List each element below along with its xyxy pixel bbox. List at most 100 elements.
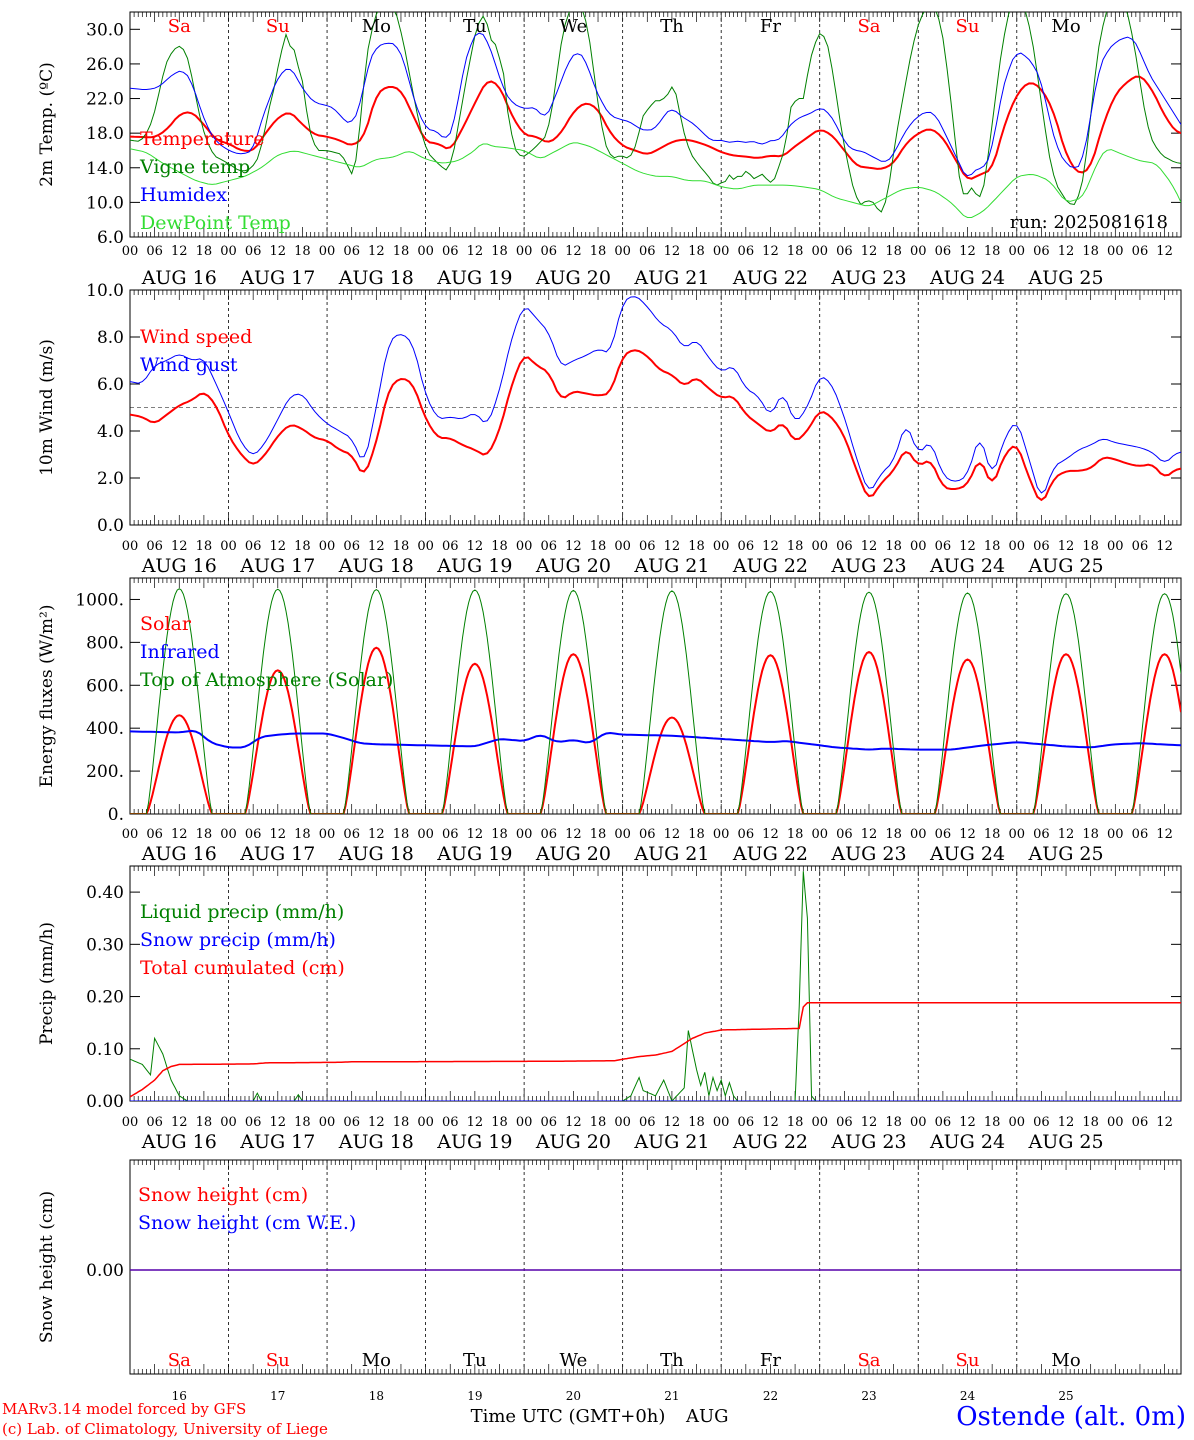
legend-label: Liquid precip (mm/h): [140, 901, 344, 923]
hour-tick-label: 00: [910, 244, 927, 259]
panel-3: 0. 200. 400. 600. 800. 1000. Energy fluxes (W/…: [37, 577, 1182, 865]
hour-tick-label: 00: [122, 244, 139, 259]
hour-tick-label: 06: [738, 244, 755, 259]
hour-tick-label: 06: [442, 244, 459, 259]
date-label: AUG 21: [633, 1131, 709, 1153]
series-line-solar: [130, 646, 1181, 814]
hour-tick-label: 18: [196, 244, 213, 259]
hour-tick-label: 18: [491, 1115, 508, 1130]
panel-2: 0.0 2.0 4.0 6.0 8.0 10.0 10m Wind (m/s) Wind sp…: [37, 281, 1182, 577]
hour-tick-label: 12: [861, 539, 878, 554]
hour-tick-label: 00: [811, 827, 828, 842]
day-name: Mo: [362, 16, 391, 37]
hour-tick-label: 12: [959, 827, 976, 842]
date-label: AUG 23: [830, 267, 906, 289]
y-tick-label: 0.10: [86, 1040, 124, 1060]
hour-tick-label: 12: [467, 244, 484, 259]
hour-tick-label: 00: [516, 244, 533, 259]
hour-tick-label: 18: [294, 1115, 311, 1130]
y-tick-label: 18.0: [86, 124, 124, 144]
day-number: 25: [1058, 1389, 1073, 1403]
hour-tick-label: 18: [294, 827, 311, 842]
date-label: AUG 18: [338, 843, 414, 865]
legend-label: DewPoint Temp: [140, 212, 291, 234]
date-label: AUG 25: [1027, 555, 1103, 577]
hour-tick-label: 00: [319, 244, 336, 259]
hour-tick-label: 00: [1009, 244, 1026, 259]
hour-tick-label: 00: [614, 244, 631, 259]
panel-1: 6.0 10.0 14.0 18.0 22.0 26.0 30.0 2m Temp. (ºC)…: [37, 11, 1182, 289]
hour-tick-label: 00: [1009, 827, 1026, 842]
day-name: Th: [660, 1350, 684, 1371]
hour-tick-label: 00: [811, 539, 828, 554]
hour-tick-label: 12: [664, 244, 681, 259]
series-line-temperature: [130, 75, 1181, 180]
y-tick-label: 0.20: [86, 988, 124, 1008]
y-tick-label: 14.0: [86, 159, 124, 179]
hour-tick-label: 06: [146, 539, 163, 554]
hour-tick-label: 06: [935, 1115, 952, 1130]
day-name: Sa: [168, 1350, 191, 1371]
hour-tick-label: 12: [171, 539, 188, 554]
day-number: 24: [960, 1389, 976, 1403]
legend-label: Snow precip (mm/h): [140, 929, 336, 951]
hour-tick-label: 00: [1009, 1115, 1026, 1130]
hour-tick-label: 12: [565, 539, 582, 554]
day-name: Sa: [168, 16, 191, 37]
date-label: AUG 23: [830, 555, 906, 577]
hour-tick-label: 18: [787, 244, 804, 259]
day-name: Su: [266, 1350, 290, 1371]
day-name: Th: [660, 16, 684, 37]
hour-tick-label: 00: [319, 1115, 336, 1130]
series-line-total-cumulated-cm: [130, 1002, 1181, 1098]
hour-tick-label: 06: [245, 1115, 262, 1130]
legend-label: Snow height (cm): [138, 1184, 308, 1206]
y-axis-title: 10m Wind (m/s): [37, 339, 57, 476]
hour-tick-label: 06: [1132, 1115, 1149, 1130]
hour-tick-label: 06: [1033, 1115, 1050, 1130]
hour-tick-label: 06: [1132, 827, 1149, 842]
date-label: AUG 24: [929, 1131, 1005, 1153]
day-name: Fr: [760, 16, 781, 37]
hour-tick-label: 06: [146, 244, 163, 259]
date-label: AUG 21: [633, 843, 709, 865]
hour-tick-label: 18: [590, 539, 607, 554]
hour-tick-label: 06: [935, 827, 952, 842]
hour-tick-label: 00: [220, 827, 237, 842]
hour-tick-label: 06: [1033, 539, 1050, 554]
hour-tick-label: 00: [614, 827, 631, 842]
date-label: AUG 17: [239, 843, 315, 865]
hour-tick-label: 12: [1058, 244, 1075, 259]
date-label: AUG 22: [732, 267, 808, 289]
hour-tick-label: 12: [1058, 1115, 1075, 1130]
hour-tick-label: 06: [442, 827, 459, 842]
hour-tick-label: 06: [245, 827, 262, 842]
day-name: Tu: [463, 16, 487, 37]
hour-tick-label: 18: [393, 244, 410, 259]
date-label: AUG 25: [1027, 1131, 1103, 1153]
panel-5: 0.00 Snow height (cm) Snow height (cm) Snow…: [37, 1159, 1182, 1375]
date-label: AUG 17: [239, 267, 315, 289]
hour-tick-label: 18: [984, 244, 1001, 259]
hour-tick-label: 18: [1082, 539, 1099, 554]
hour-tick-label: 18: [196, 539, 213, 554]
hour-tick-label: 00: [713, 827, 730, 842]
series-line-top-of-atmosphere-solar: [130, 588, 1181, 814]
hour-tick-label: 18: [590, 827, 607, 842]
y-tick-label: 400.: [86, 719, 124, 739]
hour-tick-label: 12: [565, 244, 582, 259]
hour-tick-label: 18: [688, 1115, 705, 1130]
legend-label: Snow height (cm W.E.): [138, 1212, 356, 1234]
hour-tick-label: 12: [762, 539, 779, 554]
hour-tick-label: 00: [516, 1115, 533, 1130]
hour-tick-label: 06: [540, 827, 557, 842]
hour-tick-label: 18: [393, 539, 410, 554]
date-label: AUG 24: [929, 267, 1005, 289]
date-label: AUG 25: [1027, 843, 1103, 865]
date-label: AUG 22: [732, 1131, 808, 1153]
day-name: Fr: [760, 1350, 781, 1371]
hour-tick-label: 12: [664, 539, 681, 554]
date-label: AUG 20: [535, 555, 611, 577]
hour-tick-label: 12: [270, 244, 287, 259]
hour-tick-label: 00: [417, 827, 434, 842]
